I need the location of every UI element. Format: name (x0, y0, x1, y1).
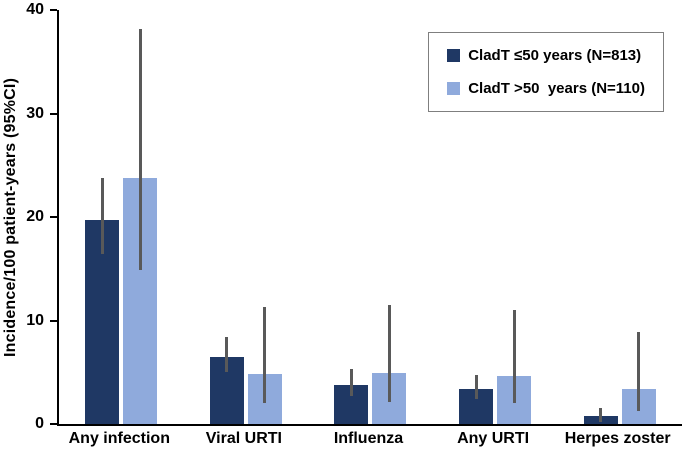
error-bar (599, 408, 603, 422)
legend-swatch (447, 82, 461, 95)
error-bar (512, 310, 516, 404)
error-bar (637, 331, 641, 411)
error-bar (138, 28, 142, 270)
y-tick-label: 30 (26, 104, 44, 122)
bar-slot (123, 10, 158, 424)
y-tick-mark (50, 112, 57, 115)
bar-group-viral-urti (184, 10, 309, 424)
x-category-label: Viral URTI (205, 430, 282, 447)
bar-slot (459, 10, 494, 424)
y-tick-mark (50, 423, 57, 425)
y-tick-mark (50, 9, 57, 11)
y-tick-label: 40 (26, 1, 44, 18)
y-tick-label: 20 (26, 208, 44, 225)
bar-slot (497, 10, 532, 424)
bar-slot (209, 10, 244, 424)
legend: CladT ≤50 years (N=813) CladT >50 years (… (428, 32, 664, 112)
legend-swatch (447, 49, 461, 62)
y-tick-label: 10 (26, 311, 44, 329)
error-bar (263, 307, 267, 404)
x-category-label: Herpes zoster (564, 430, 671, 447)
y-tick-mark (50, 319, 57, 322)
error-bar (349, 369, 353, 397)
error-bar (387, 304, 391, 403)
error-bar (100, 177, 104, 255)
plot-area: CladT ≤50 years (N=813) CladT >50 years (… (57, 10, 682, 426)
bar-slot (247, 10, 282, 424)
bar-slot (85, 10, 120, 424)
bar-group-influenza (308, 10, 433, 424)
bar-slot (583, 10, 618, 424)
y-tick-mark (50, 216, 57, 218)
legend-label: CladT ≤50 years (N=813) (468, 47, 642, 64)
legend-item: CladT >50 years (N=110) (447, 80, 645, 97)
bar-slot (334, 10, 369, 424)
y-tick-label: 0 (35, 415, 44, 432)
bar-slot (621, 10, 656, 424)
legend-label: CladT >50 years (N=110) (468, 80, 645, 97)
bar-group-any-urti (433, 10, 558, 424)
error-bar (474, 375, 478, 400)
bar-group-any-infection (59, 10, 184, 424)
x-category-label: Influenza (333, 430, 404, 447)
bar-slot (372, 10, 407, 424)
y-axis: 0 10 20 30 40 (0, 1, 57, 432)
x-category-label: Any infection (68, 430, 170, 447)
x-axis-labels: Any infection Viral URTI Influenza Any URTI… (57, 430, 680, 448)
error-bar (225, 337, 229, 373)
x-category-label: Any URTI (457, 430, 530, 447)
legend-item: CladT ≤50 years (N=813) (447, 47, 645, 64)
bar-group-herpes-zoster (557, 10, 682, 424)
